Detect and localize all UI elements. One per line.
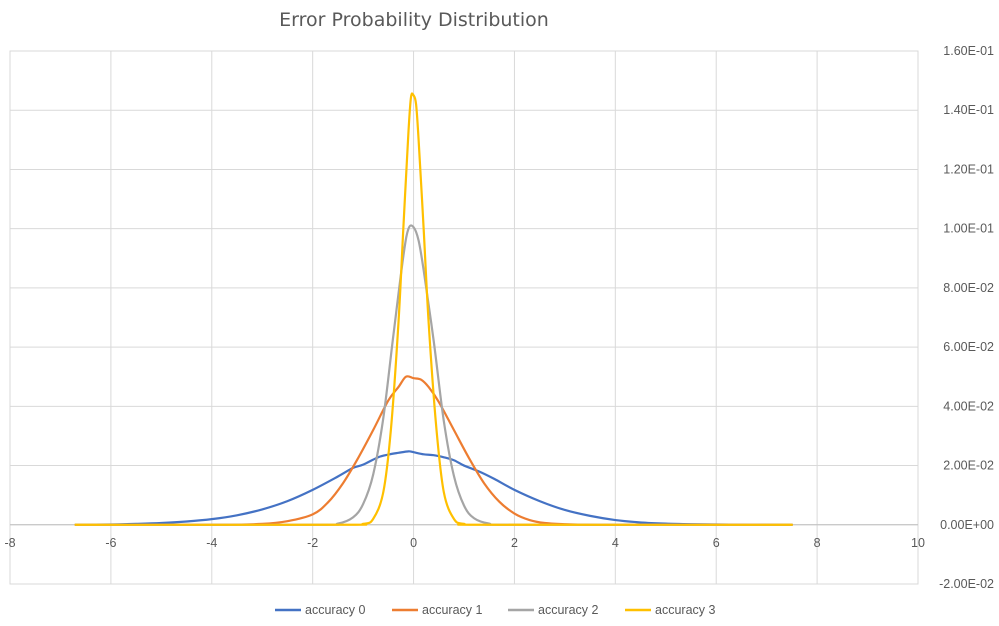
x-tick-label: -8 (4, 536, 15, 550)
x-tick-label: -4 (206, 536, 217, 550)
x-tick-label: 2 (511, 536, 518, 550)
legend-label-2: accuracy 2 (538, 603, 598, 617)
x-tick-label: 10 (911, 536, 925, 550)
x-tick-label: -6 (105, 536, 116, 550)
chart-title: Error Probability Distribution (279, 9, 549, 31)
series-line-0 (74, 450, 793, 526)
series-layer (74, 92, 793, 526)
legend-label-1: accuracy 1 (422, 603, 482, 617)
x-tick-label: -2 (307, 536, 318, 550)
y-tick-label: 2.00E-02 (943, 459, 994, 473)
legend: accuracy 0 accuracy 1 accuracy 2 accuracy 3 (275, 603, 715, 617)
series-line-1 (74, 375, 793, 526)
legend-label-3: accuracy 3 (655, 603, 715, 617)
y-tick-label: -2.00E-02 (939, 577, 994, 591)
series-line-2 (74, 224, 793, 526)
axis-layer: -8 -6 -4 -2 0 2 4 6 8 10 -2.00E-02 0.00E+00 2.00E-02… (4, 44, 994, 591)
y-tick-label: 1.40E-01 (943, 103, 994, 117)
y-tick-label: 1.60E-01 (943, 44, 994, 58)
y-tick-label: 0.00E+00 (940, 518, 994, 532)
x-tick-label: 0 (410, 536, 417, 550)
legend-label-0: accuracy 0 (305, 603, 365, 617)
series-line-3 (74, 92, 793, 526)
x-tick-label: 4 (612, 536, 619, 550)
y-tick-label: 6.00E-02 (943, 340, 994, 354)
y-tick-label: 1.00E-01 (943, 222, 994, 236)
y-tick-label: 1.20E-01 (943, 162, 994, 176)
y-tick-label: 4.00E-02 (943, 399, 994, 413)
y-tick-label: 8.00E-02 (943, 281, 994, 295)
x-tick-label: 8 (814, 536, 821, 550)
x-tick-label: 6 (713, 536, 720, 550)
